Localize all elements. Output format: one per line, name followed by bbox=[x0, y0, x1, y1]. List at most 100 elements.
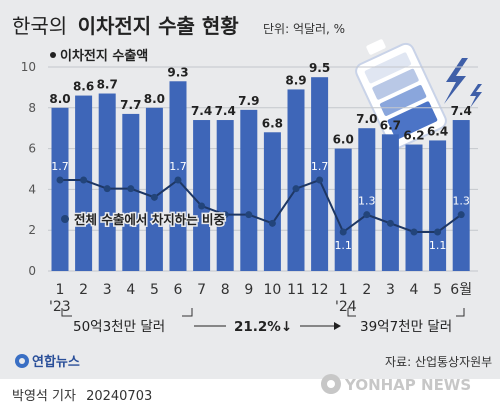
share-point bbox=[316, 176, 324, 184]
share-point bbox=[292, 185, 300, 193]
x-tick-label: 6월 bbox=[450, 282, 472, 298]
bar bbox=[452, 120, 470, 271]
share-value-label: 1.3 bbox=[452, 195, 470, 208]
bar-value-label: 8.0 bbox=[49, 92, 70, 106]
share-point bbox=[198, 202, 206, 210]
bar bbox=[169, 81, 187, 271]
title-prefix: 한국의 bbox=[12, 14, 67, 38]
x-tick-label: 10 bbox=[263, 282, 281, 298]
bar bbox=[263, 132, 281, 271]
x-axis-labels: 1 2 3 4 5 6 7 8 9 10 11 12 1 2 3 4 5 6월 bbox=[56, 282, 473, 298]
y-tick-label: 2 bbox=[28, 223, 36, 237]
share-point bbox=[103, 185, 111, 193]
bar-value-label: 6.7 bbox=[380, 118, 401, 132]
total-2024: 39억7천만 달러 bbox=[360, 319, 452, 335]
bar bbox=[358, 128, 376, 271]
y-tick-label: 10 bbox=[21, 60, 36, 74]
x-tick-label: 6 bbox=[174, 282, 183, 298]
bar-value-label: 6.8 bbox=[262, 116, 283, 130]
title-main: 이차전지 수출 현황 bbox=[78, 14, 240, 38]
bar-value-label: 6.0 bbox=[333, 133, 354, 147]
x-tick-label: 5 bbox=[150, 282, 159, 298]
bar bbox=[216, 120, 234, 271]
share-value-label: 1.1 bbox=[429, 239, 447, 252]
bar bbox=[145, 107, 163, 271]
bar-series: 8.08.6 8.77.7 8.09.37.4 7.47.96.88.99.56.07… bbox=[49, 61, 472, 272]
bar-value-label: 8.0 bbox=[144, 92, 165, 106]
change-label: 21.2%↓ bbox=[234, 319, 292, 335]
yonhap-logo: 연합뉴스 bbox=[15, 354, 80, 370]
share-point bbox=[434, 228, 442, 236]
share-point bbox=[150, 193, 158, 201]
bar bbox=[429, 140, 447, 271]
agency-logo-text: 연합뉴스 bbox=[32, 354, 80, 370]
credit: 박영석 기자 20240703 bbox=[12, 389, 152, 404]
x-tick-label: 7 bbox=[197, 282, 206, 298]
credit-author: 박영석 기자 bbox=[12, 389, 76, 404]
bar bbox=[240, 109, 258, 271]
x-tick-label: 4 bbox=[410, 282, 419, 298]
share-point bbox=[457, 211, 465, 219]
bar bbox=[287, 89, 305, 271]
bar-value-label: 8.6 bbox=[73, 80, 94, 94]
totals-annotation: 50억3천만 달러 21.2%↓ 39억7천만 달러 bbox=[61, 308, 465, 335]
share-point bbox=[363, 211, 371, 219]
x-tick-label: 3 bbox=[386, 282, 395, 298]
x-tick-label: 3 bbox=[103, 282, 112, 298]
share-point bbox=[174, 176, 182, 184]
bar bbox=[381, 134, 399, 271]
bar-legend-label: 이차전지 수출액 bbox=[60, 48, 148, 64]
bar-value-label: 7.7 bbox=[120, 98, 141, 112]
watermark-text: YONHAP NEWS bbox=[344, 376, 471, 394]
credit-date: 20240703 bbox=[86, 389, 152, 404]
bar-value-label: 9.3 bbox=[167, 65, 188, 79]
bar-legend: 이차전지 수출액 bbox=[50, 48, 148, 64]
x-tick-label: 2 bbox=[362, 282, 371, 298]
line-legend-label: 전체 수출에서 차지하는 비중 bbox=[74, 212, 226, 227]
share-value-label: 1.3 bbox=[358, 195, 376, 208]
share-line bbox=[60, 178, 462, 234]
svg-text:한국의 이차전지 수출 현황: 한국의 이차전지 수출 현황 bbox=[12, 14, 239, 38]
share-point bbox=[127, 185, 135, 193]
bar-value-label: 6.4 bbox=[427, 124, 448, 138]
x-tick-label: 4 bbox=[126, 282, 135, 298]
share-point bbox=[56, 176, 64, 184]
unit-label: 단위: 억달러, % bbox=[263, 22, 345, 36]
total-2023: 50억3천만 달러 bbox=[73, 319, 165, 335]
bar bbox=[122, 113, 140, 271]
bar-value-label: 7.4 bbox=[215, 104, 236, 118]
y-tick-label: 4 bbox=[28, 182, 36, 196]
lightning-icon bbox=[444, 58, 482, 108]
x-tick-label: 5 bbox=[433, 282, 442, 298]
share-point bbox=[80, 176, 88, 184]
year-2024-label: '24 bbox=[335, 299, 357, 315]
y-tick-label: 6 bbox=[28, 142, 36, 156]
bar-value-label: 7.4 bbox=[451, 104, 472, 118]
year-2023-label: '23 bbox=[49, 299, 71, 315]
x-tick-label: 1 bbox=[56, 282, 65, 298]
bar-value-label: 7.9 bbox=[238, 94, 259, 108]
bar-value-label: 8.7 bbox=[97, 78, 118, 92]
bar-value-label: 7.4 bbox=[191, 104, 212, 118]
y-tick-label: 0 bbox=[28, 264, 36, 278]
x-tick-label: 11 bbox=[287, 282, 305, 298]
source-label: 자료: 산업통상자원부 bbox=[385, 355, 492, 369]
watermark: YONHAP NEWS bbox=[321, 374, 471, 394]
bar-value-label: 7.0 bbox=[356, 112, 377, 126]
x-tick-label: 1 bbox=[339, 282, 348, 298]
share-value-label: 1.1 bbox=[334, 239, 352, 252]
line-legend: 전체 수출에서 차지하는 비중 bbox=[61, 211, 227, 229]
line-series: 1.7 1.7 1.7 1.1 1.3 1.1 1.3 bbox=[51, 160, 470, 252]
bar bbox=[311, 77, 329, 271]
bar bbox=[98, 93, 116, 272]
bar bbox=[193, 120, 211, 271]
share-point bbox=[339, 228, 347, 236]
x-tick-label: 9 bbox=[244, 282, 253, 298]
share-point bbox=[245, 211, 253, 219]
share-point bbox=[268, 219, 276, 227]
share-point bbox=[410, 228, 418, 236]
share-value-label: 1.7 bbox=[169, 160, 187, 173]
bar-value-label: 9.5 bbox=[309, 61, 330, 75]
share-point bbox=[386, 219, 394, 227]
